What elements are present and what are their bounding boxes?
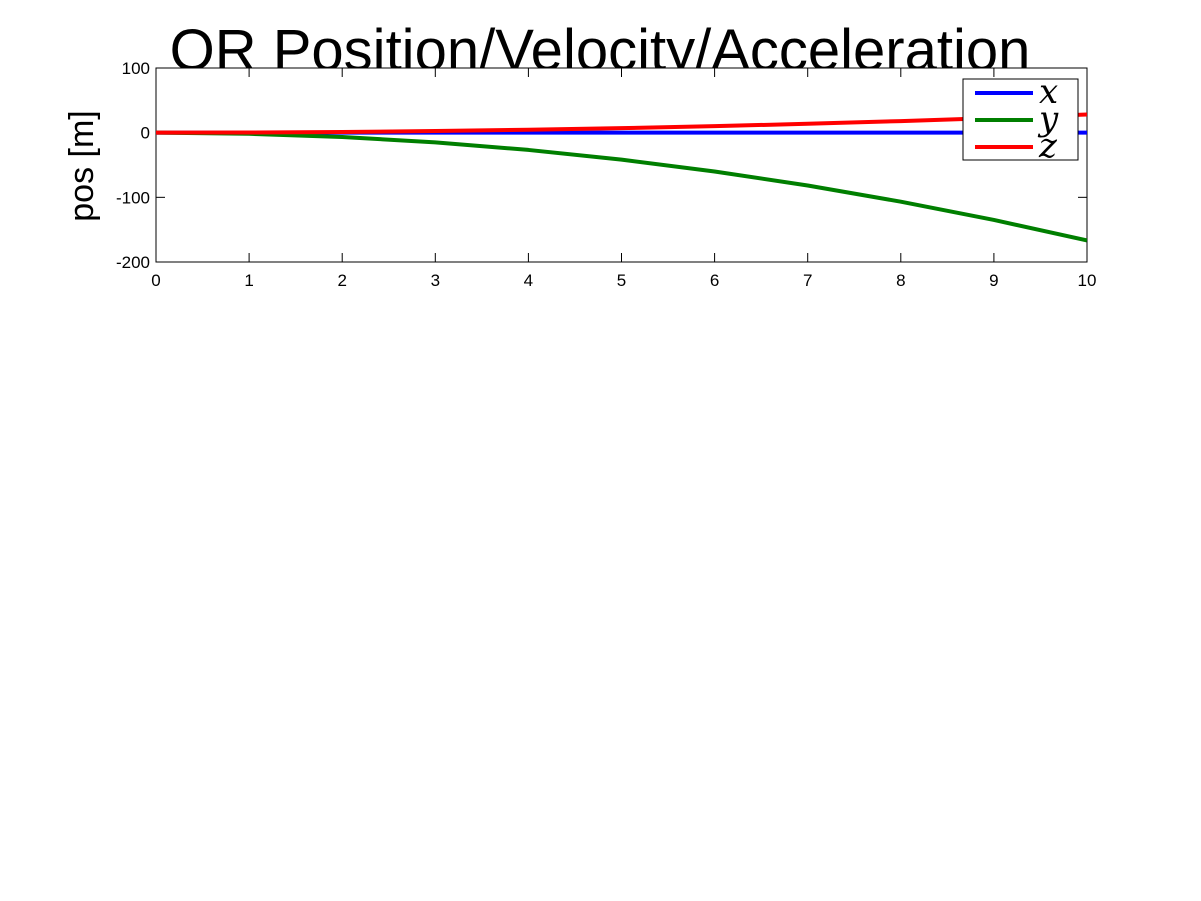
x-tick-label: 7: [803, 271, 812, 290]
x-tick-label: 5: [617, 271, 626, 290]
x-tick-label: 10: [1078, 271, 1097, 290]
y-tick-label: 100: [122, 59, 150, 78]
x-tick-label: 0: [151, 271, 160, 290]
x-tick-label: 2: [337, 271, 346, 290]
x-tick-label: 6: [710, 271, 719, 290]
x-tick-label: 1: [244, 271, 253, 290]
plot-area: 0 1 2 3 4 5 6 7 8 9 10 100 0 -100 -200: [116, 59, 1096, 290]
legend: xyz: [962, 72, 1079, 166]
x-tick-label: 9: [989, 271, 998, 290]
y-axis-label: pos [m]: [63, 110, 101, 221]
legend-label-z: z: [1038, 126, 1058, 166]
y-tick-label: -200: [116, 253, 150, 272]
legend-label-x: x: [1039, 72, 1058, 112]
x-tick-label: 8: [896, 271, 905, 290]
legend-label-y: y: [1037, 99, 1059, 139]
series-group: [156, 112, 1087, 243]
series-line-z: [156, 112, 1087, 135]
y-tick-label: -100: [116, 188, 150, 207]
x-tick-label: 4: [524, 271, 533, 290]
x-tick-label: 3: [431, 271, 440, 290]
series-line-y: [156, 130, 1087, 243]
y-tick-label: 0: [141, 124, 150, 143]
plot-frame: [155, 67, 1088, 263]
